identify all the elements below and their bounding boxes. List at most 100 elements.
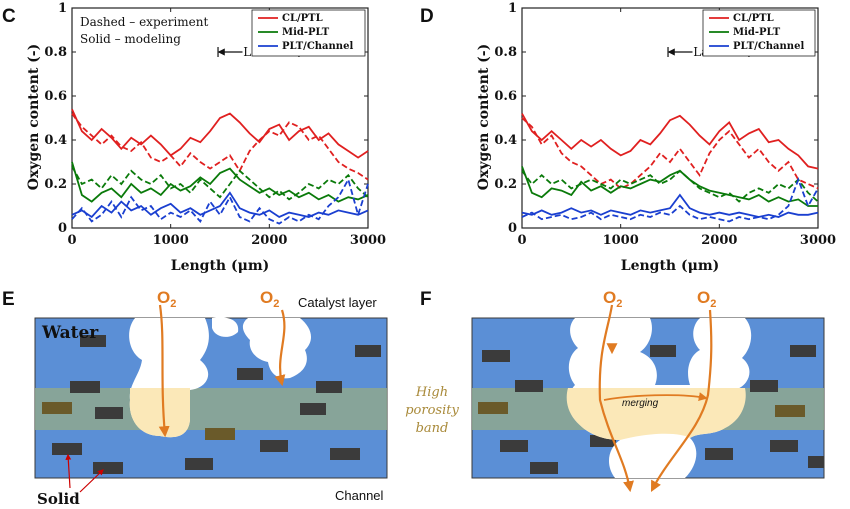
e-o2-arrow-left (158, 304, 170, 438)
series-mid-plt-solid (521, 166, 818, 207)
e-solid-particle (330, 448, 360, 460)
e-channel-label: Channel (335, 488, 384, 503)
panel-letter-f: F (420, 289, 432, 310)
band-label-line3: band (416, 421, 449, 436)
e-gas-bubble (212, 317, 239, 337)
band-label-line1: High (415, 385, 448, 400)
f-solid-particle (500, 440, 528, 452)
e-solid-particle (237, 368, 263, 380)
d-plot-area: 00.20.40.60.810100020003000LandCL/PTLMid… (494, 1, 836, 248)
schematic-f: merging O2 O2 (471, 288, 825, 493)
f-solid-particle (808, 456, 824, 468)
e-solid-particle (52, 443, 82, 455)
series-cl-ptl-solid (71, 108, 369, 159)
e-band-solid (42, 402, 72, 414)
series-cl-ptl-solid (521, 113, 819, 170)
y-tick-label: 0.8 (44, 45, 67, 60)
legend-entry: PLT/Channel (282, 41, 353, 52)
chart-d: Oxygen content (-) Length (μm) 0 0.2 0.4 0.… (476, 1, 836, 274)
y-tick-label: 0.8 (494, 45, 517, 60)
e-solid-pointer-1 (65, 453, 72, 489)
legend-entry: Mid-PLT (282, 27, 330, 38)
e-porosity-band (35, 388, 387, 430)
e-o2-arrow-right (274, 309, 286, 387)
f-solid-particle (790, 345, 816, 357)
series-cl-ptl-dashed (521, 117, 819, 190)
series-mid-plt-dashed (71, 165, 369, 201)
y-tick-label: 0 (508, 221, 517, 236)
legend-entry: CL/PTL (733, 13, 774, 24)
x-tick-label: 0 (517, 233, 526, 248)
e-band-solid (205, 428, 235, 440)
e-solid-particle (316, 381, 342, 393)
e-solid-label: Solid (37, 490, 80, 508)
chart-c: Oxygen content (-) Length (μm) 0 0.2 0.4 0.… (26, 1, 386, 274)
f-o2-label-left: O2 (603, 288, 622, 310)
porosity-band-label: High porosity band (405, 385, 459, 436)
e-o2-label-left: O2 (157, 288, 176, 310)
x-tick-label: 1000 (603, 233, 639, 248)
y-tick-label: 0 (58, 221, 67, 236)
legend-entry: Mid-PLT (733, 27, 781, 38)
f-solid-particle (482, 350, 510, 362)
series-mid-plt-dashed (521, 169, 819, 203)
e-solid-pointer-2 (79, 469, 104, 493)
legend-entry: PLT/Channel (733, 41, 804, 52)
e-gas-plume-left-band (129, 388, 190, 438)
c-note-dashed: Dashed – experiment (80, 15, 209, 29)
f-o2-arrow-left (598, 304, 634, 493)
series-plt-channel-solid (521, 193, 819, 218)
x-tick-label: 3000 (350, 233, 386, 248)
f-merging-arrow (603, 392, 708, 402)
e-solid-particle (355, 345, 381, 357)
y-tick-label: 0.2 (494, 177, 517, 192)
y-tick-label: 0.6 (44, 89, 67, 104)
e-solid-particle (95, 407, 123, 419)
c-y-axis-title: Oxygen content (-) (26, 44, 42, 190)
y-tick-label: 0.4 (494, 133, 517, 148)
f-solid-particle (530, 462, 558, 474)
panel-letter-e: E (2, 289, 15, 310)
c-note-solid: Solid – modeling (80, 32, 181, 46)
e-solid-particle (300, 403, 326, 415)
series-mid-plt-solid (71, 161, 369, 203)
x-tick-label: 0 (67, 233, 76, 248)
panel-letter-c: C (2, 6, 16, 27)
f-solid-particle (650, 345, 676, 357)
f-band-solid (478, 402, 508, 414)
x-tick-label: 1000 (153, 233, 189, 248)
e-o2-label-right: O2 (260, 288, 279, 310)
y-tick-label: 0.4 (44, 133, 67, 148)
x-tick-label: 2000 (701, 233, 737, 248)
series-plt-channel-solid (71, 191, 369, 219)
x-tick-label: 2000 (251, 233, 287, 248)
x-tick-label: 3000 (800, 233, 836, 248)
e-solid-particle (260, 440, 288, 452)
series-plt-channel-dashed (71, 177, 369, 225)
f-merging-label: merging (622, 398, 659, 409)
d-y-axis-title: Oxygen content (-) (476, 44, 492, 190)
y-tick-label: 0.6 (494, 89, 517, 104)
c-y-axis-title-text: Oxygen content (-) (26, 44, 42, 190)
schematic-e: O2 O2 Water Catalyst layer Channel Solid (34, 288, 388, 508)
e-water-label: Water (41, 323, 99, 343)
d-x-axis-title: Length (μm) (621, 258, 720, 274)
e-catalyst-layer-label: Catalyst layer (298, 295, 377, 310)
legend-entry: CL/PTL (282, 13, 323, 24)
f-solid-particle (770, 440, 798, 452)
e-gas-plume-right (242, 318, 312, 379)
band-label-line2: porosity (405, 403, 459, 418)
c-x-axis-title: Length (μm) (171, 258, 270, 274)
f-solid-particle (705, 448, 733, 460)
c-plot-area: 00.20.40.60.810100020003000LandCL/PTLMid… (44, 1, 386, 248)
f-o2-arrow-right (650, 309, 713, 492)
f-o2-label-right: O2 (697, 288, 716, 310)
e-band-solids (42, 402, 235, 440)
e-solid-particle (70, 381, 100, 393)
f-band-solids (478, 402, 805, 417)
f-solid-particle (750, 380, 778, 392)
f-solid-particle (515, 380, 543, 392)
f-band-solid (775, 405, 805, 417)
e-solid-particle (185, 458, 213, 470)
